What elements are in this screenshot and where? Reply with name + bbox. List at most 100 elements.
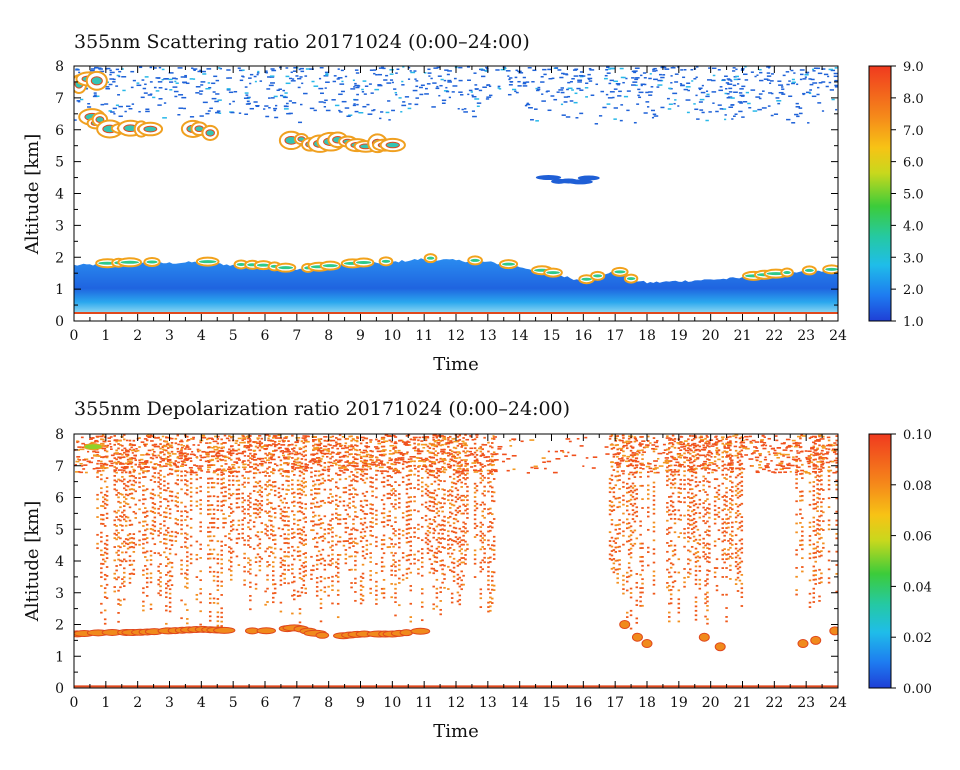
depol-column-speckle xyxy=(166,451,170,454)
depol-column-speckle xyxy=(166,584,170,587)
depol-column-speckle xyxy=(435,578,439,581)
noise-speckle xyxy=(253,101,258,103)
depol-column-speckle xyxy=(354,542,357,544)
depol-column-speckle xyxy=(153,525,157,528)
depol-column-speckle xyxy=(633,467,637,470)
depol-column-speckle xyxy=(302,486,306,489)
depol-column-speckle xyxy=(631,464,635,467)
depol-column-speckle xyxy=(216,571,220,574)
depol-column-speckle xyxy=(473,500,477,503)
depol-column-speckle xyxy=(103,596,107,598)
depol-column-speckle xyxy=(361,554,365,557)
depol-column-speckle xyxy=(153,543,157,546)
depol-column-speckle xyxy=(706,444,709,447)
depol-column-speckle xyxy=(224,521,227,524)
noise-speckle xyxy=(717,69,721,71)
noise-speckle xyxy=(825,85,829,88)
depol-column-speckle xyxy=(319,438,323,441)
depol-column-speckle xyxy=(456,578,460,581)
depol-column-speckle xyxy=(168,570,172,573)
depol-column-speckle xyxy=(300,453,304,456)
depol-column-speckle xyxy=(491,602,494,604)
depol-column-speckle xyxy=(679,483,682,486)
depol-column-speckle xyxy=(165,556,168,559)
depol-column-speckle xyxy=(220,509,223,512)
depol-column-speckle xyxy=(409,616,413,618)
depol-column-speckle xyxy=(254,498,258,501)
depol-column-speckle xyxy=(380,570,384,572)
noise-speckle xyxy=(426,83,431,85)
noise-speckle xyxy=(396,68,400,71)
depol-column-speckle xyxy=(184,603,187,606)
noise-speckle xyxy=(116,74,120,77)
noise-speckle xyxy=(334,104,340,107)
depol-column-speckle xyxy=(237,506,241,509)
depol-column-speckle xyxy=(296,524,300,526)
depol-column-speckle xyxy=(186,538,189,540)
depol-column-speckle xyxy=(302,473,306,475)
depol-column-speckle xyxy=(159,496,162,499)
noise-speckle xyxy=(719,108,724,110)
depol-column-speckle xyxy=(144,551,147,554)
depol-column-speckle xyxy=(713,496,717,498)
depol-column-speckle xyxy=(258,489,262,492)
depol-column-speckle xyxy=(119,457,122,460)
depol-column-speckle xyxy=(315,581,319,584)
depol-column-speckle xyxy=(346,464,349,467)
depol-column-speckle xyxy=(350,582,353,584)
depol-column-speckle xyxy=(229,552,233,554)
noise-speckle xyxy=(700,91,706,94)
depol-column-speckle xyxy=(610,554,614,557)
depol-column-speckle xyxy=(229,556,233,559)
depol-column-speckle xyxy=(407,514,411,517)
noise-speckle xyxy=(283,108,289,110)
noise-speckle xyxy=(498,88,502,90)
depol-column-speckle xyxy=(128,573,132,575)
noise-speckle xyxy=(355,72,360,74)
depol-column-speckle xyxy=(608,477,612,480)
depol-column-speckle xyxy=(483,539,486,541)
depol-column-speckle xyxy=(491,446,494,449)
depol-column-speckle xyxy=(698,454,702,457)
depol-column-speckle xyxy=(433,489,437,492)
noise-speckle xyxy=(216,111,220,114)
depol-column-speckle xyxy=(721,442,724,445)
depol-column-speckle xyxy=(479,566,483,568)
depol-column-speckle xyxy=(142,547,145,550)
depol-column-speckle xyxy=(336,567,340,570)
depol-column-speckle xyxy=(121,515,124,518)
depol-column-speckle xyxy=(331,549,334,551)
depol-column-speckle xyxy=(420,481,424,484)
depol-column-speckle xyxy=(121,542,124,545)
depol-column-speckle xyxy=(285,510,288,513)
noise-speckle xyxy=(811,95,817,98)
depol-column-speckle xyxy=(375,478,378,481)
depol-column-speckle xyxy=(392,532,395,535)
depol-column-speckle xyxy=(165,605,168,607)
depol-column-speckle xyxy=(668,496,671,498)
depol-column-speckle xyxy=(622,512,625,515)
noise-speckle xyxy=(571,89,574,91)
depol-column-speckle xyxy=(279,561,283,564)
depol-column-speckle xyxy=(447,530,450,533)
depol-column-speckle xyxy=(388,497,392,500)
depol-column-speckle xyxy=(189,486,193,489)
depol-column-speckle xyxy=(456,600,460,603)
depol-column-speckle xyxy=(481,568,484,571)
depol-column-speckle xyxy=(398,462,401,464)
depol-column-speckle xyxy=(390,525,393,527)
noise-speckle xyxy=(561,72,565,75)
depol-column-speckle xyxy=(380,592,384,595)
depol-column-speckle xyxy=(264,457,267,459)
depol-column-speckle xyxy=(145,528,149,531)
depol-column-speckle xyxy=(174,522,178,525)
depol-column-speckle xyxy=(145,581,149,584)
depol-column-speckle xyxy=(229,449,233,452)
depol-column-speckle xyxy=(725,473,728,476)
depol-column-speckle xyxy=(256,482,260,485)
noise-speckle xyxy=(637,88,641,91)
depol-column-speckle xyxy=(492,491,496,494)
depol-column-speckle xyxy=(464,540,467,543)
depol-column-speckle xyxy=(180,515,183,517)
noise-speckle xyxy=(812,68,815,71)
